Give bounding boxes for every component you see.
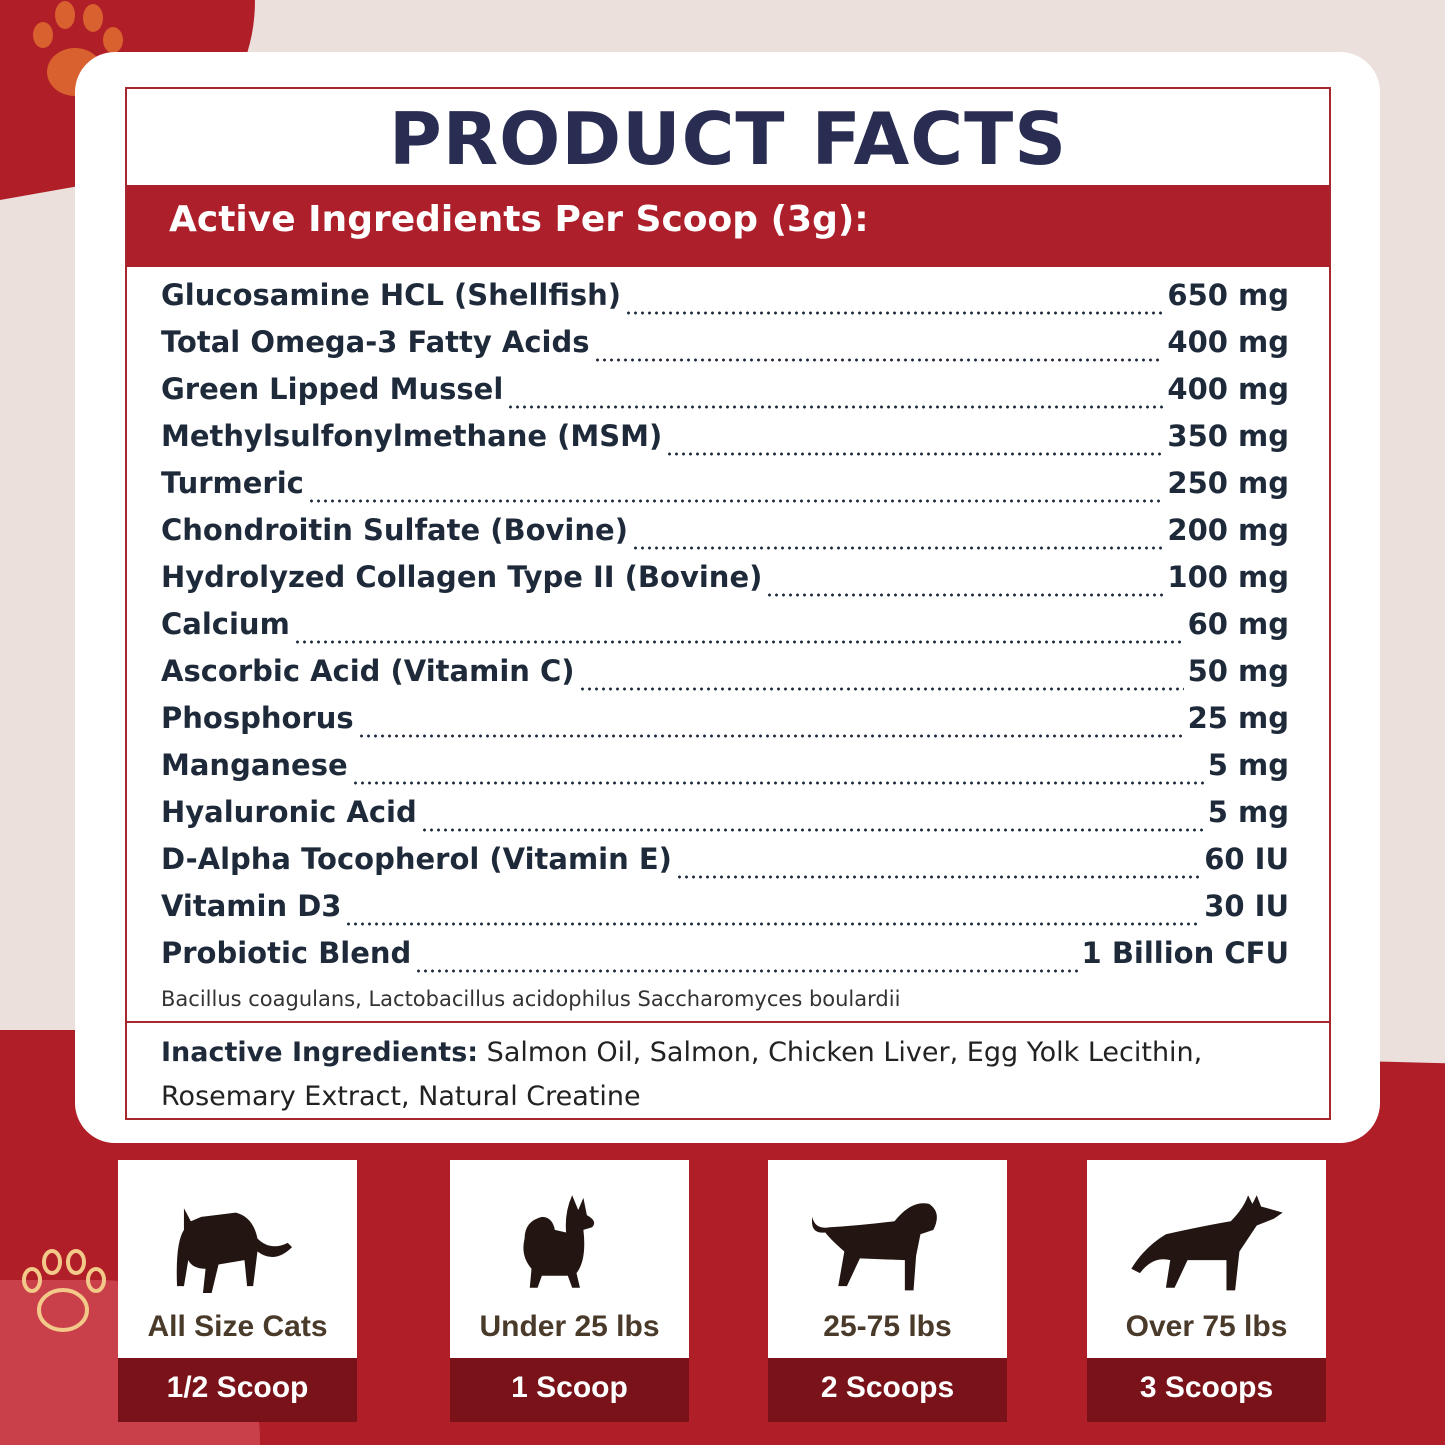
large-dog-icon	[1131, 1195, 1283, 1291]
ingredient-name: Vitamin D3	[161, 889, 342, 923]
ingredient-amount: 100 mg	[1167, 560, 1289, 594]
small-dog-icon	[523, 1195, 595, 1288]
dosing-amount: 1 Scoop	[450, 1358, 689, 1422]
ingredient-name: Glucosamine HCL (Shellfish)	[161, 278, 622, 312]
ingredient-row: Hydrolyzed Collagen Type II (Bovine) 100 …	[161, 560, 1289, 607]
paw-outline-icon	[22, 1249, 106, 1332]
ingredient-row: Calcium 60 mg	[161, 607, 1289, 654]
cat-icon	[176, 1208, 293, 1293]
ingredient-row: Phosphorus 25 mg	[161, 701, 1289, 748]
ingredient-amount: 350 mg	[1167, 419, 1289, 453]
dot-leader	[666, 452, 1164, 456]
dosing-amount: 1/2 Scoop	[118, 1358, 357, 1422]
ingredient-name: D-Alpha Tocopherol (Vitamin E)	[161, 842, 672, 876]
ingredient-amount: 400 mg	[1167, 325, 1289, 359]
ingredient-name: Total Omega-3 Fatty Acids	[161, 325, 590, 359]
dosing-weight-label: Under 25 lbs	[479, 1310, 660, 1343]
ingredient-name: Chondroitin Sulfate (Bovine)	[161, 513, 628, 547]
ingredient-amount: 1 Billion CFU	[1081, 936, 1289, 970]
ingredient-row: Methylsulfonylmethane (MSM) 350 mg	[161, 419, 1289, 466]
dosing-weight-label: All Size Cats	[147, 1310, 328, 1343]
ingredient-amount: 200 mg	[1167, 513, 1289, 547]
dot-leader	[307, 499, 1164, 503]
facts-panel: PRODUCT FACTS Active Ingredients Per Sco…	[125, 87, 1331, 1120]
dot-leader	[578, 687, 1184, 691]
active-ingredients-header: Active Ingredients Per Scoop (3g):	[127, 185, 1329, 267]
ingredient-amount: 5 mg	[1207, 748, 1289, 782]
dot-leader	[593, 358, 1164, 362]
ingredient-name: Turmeric	[161, 466, 304, 500]
ingredient-row: Chondroitin Sulfate (Bovine) 200 mg	[161, 513, 1289, 560]
ingredient-name: Hydrolyzed Collagen Type II (Bovine)	[161, 560, 763, 594]
dosing-card: All Size Cats 1/2 Scoop	[118, 1160, 357, 1422]
ingredient-row: Vitamin D3 30 IU	[161, 889, 1289, 936]
dot-leader	[625, 311, 1164, 315]
dot-leader	[631, 546, 1164, 550]
dot-leader	[345, 922, 1201, 926]
ingredient-row: Probiotic Blend 1 Billion CFU	[161, 936, 1289, 983]
ingredient-name: Hyaluronic Acid	[161, 795, 417, 829]
ingredient-amount: 25 mg	[1187, 701, 1289, 735]
dosing-card: Over 75 lbs 3 Scoops	[1087, 1160, 1326, 1422]
inactive-text: Salmon Oil, Salmon, Chicken Liver, Egg Y…	[161, 1037, 1203, 1112]
dosing-amount: 3 Scoops	[1087, 1358, 1326, 1422]
inactive-label: Inactive Ingredients:	[161, 1037, 479, 1068]
inactive-ingredients: Inactive Ingredients: Salmon Oil, Salmon…	[161, 1031, 1281, 1119]
dot-leader	[420, 828, 1204, 832]
ingredient-amount: 50 mg	[1187, 654, 1289, 688]
ingredient-amount: 650 mg	[1167, 278, 1289, 312]
dot-leader	[357, 734, 1184, 738]
dot-leader	[766, 593, 1164, 597]
ingredient-amount: 60 IU	[1204, 842, 1289, 876]
ingredient-amount: 30 IU	[1204, 889, 1289, 923]
dosing-weight-label: Over 75 lbs	[1125, 1310, 1288, 1343]
dosing-weight-label: 25-75 lbs	[823, 1310, 952, 1343]
ingredient-amount: 5 mg	[1207, 795, 1289, 829]
ingredient-amount: 60 mg	[1187, 607, 1289, 641]
ingredient-amount: 250 mg	[1167, 466, 1289, 500]
ingredient-row: D-Alpha Tocopherol (Vitamin E) 60 IU	[161, 842, 1289, 889]
ingredient-row: Hyaluronic Acid 5 mg	[161, 795, 1289, 842]
ingredient-row: Total Omega-3 Fatty Acids 400 mg	[161, 325, 1289, 372]
ingredient-list: Glucosamine HCL (Shellfish) 650 mg Total O…	[161, 278, 1289, 983]
ingredient-row: Manganese 5 mg	[161, 748, 1289, 795]
ingredient-name: Probiotic Blend	[161, 936, 412, 970]
dosing-amount: 2 Scoops	[768, 1358, 1007, 1422]
paw-icon	[33, 1, 123, 96]
probiotic-strains: Bacillus coagulans, Lactobacillus acidop…	[161, 987, 901, 1011]
ingredient-name: Ascorbic Acid (Vitamin C)	[161, 654, 575, 688]
ingredient-row: Glucosamine HCL (Shellfish) 650 mg	[161, 278, 1289, 325]
dot-leader	[293, 640, 1184, 644]
ingredient-name: Calcium	[161, 607, 290, 641]
ingredient-name: Manganese	[161, 748, 348, 782]
dot-leader	[351, 781, 1204, 785]
ingredient-name: Phosphorus	[161, 701, 354, 735]
dot-leader	[415, 969, 1078, 973]
dot-leader	[675, 875, 1201, 879]
ingredient-row: Green Lipped Mussel 400 mg	[161, 372, 1289, 419]
page-title: PRODUCT FACTS	[388, 97, 1068, 181]
dosing-card: Under 25 lbs 1 Scoop	[450, 1160, 689, 1422]
ingredient-name: Methylsulfonylmethane (MSM)	[161, 419, 663, 453]
medium-dog-icon	[811, 1203, 937, 1291]
divider	[127, 1021, 1329, 1023]
ingredient-row: Turmeric 250 mg	[161, 466, 1289, 513]
ingredient-name: Green Lipped Mussel	[161, 372, 504, 406]
ingredient-amount: 400 mg	[1167, 372, 1289, 406]
ingredient-row: Ascorbic Acid (Vitamin C) 50 mg	[161, 654, 1289, 701]
dot-leader	[507, 405, 1164, 409]
dosing-card: 25-75 lbs 2 Scoops	[768, 1160, 1007, 1422]
